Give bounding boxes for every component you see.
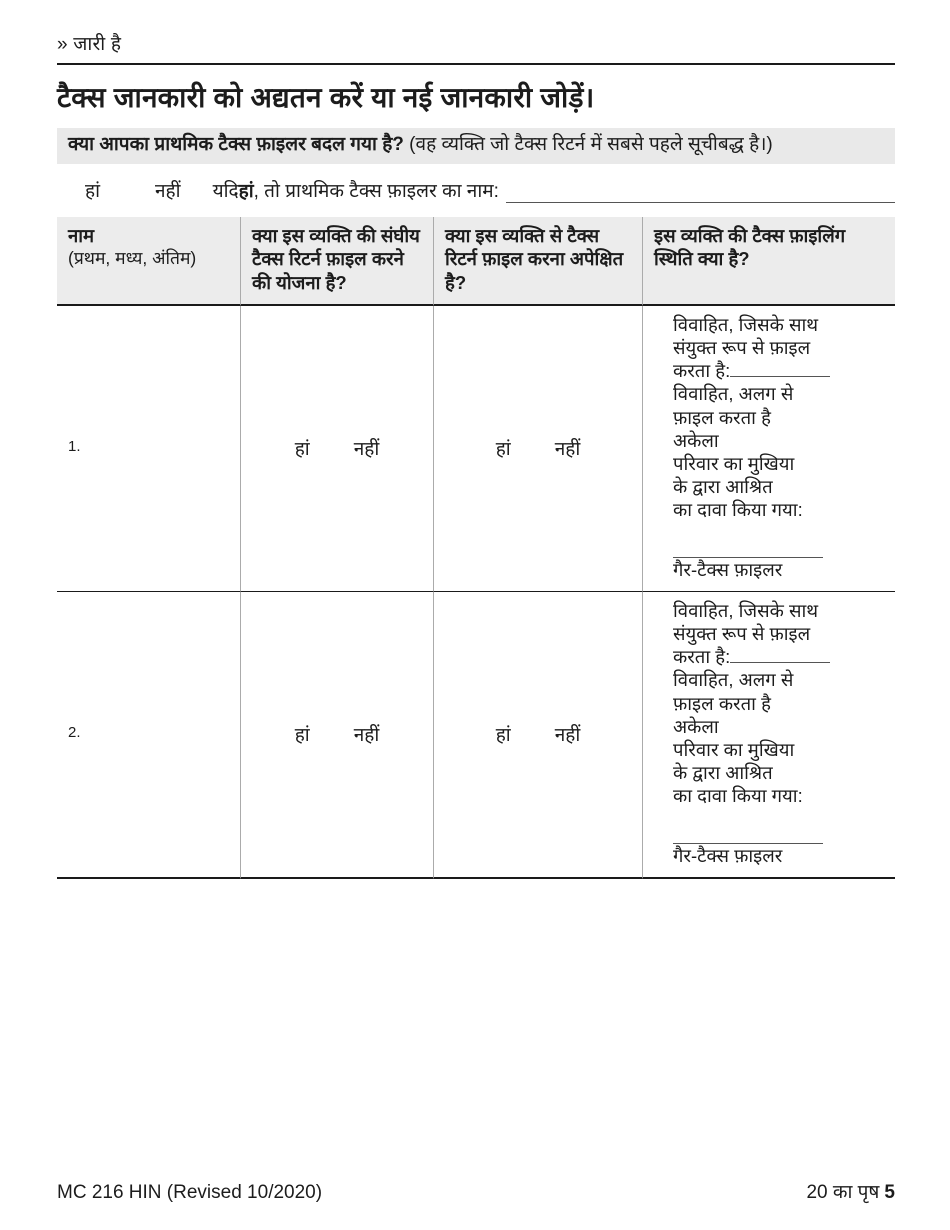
- column-header-name-title: नाम: [68, 224, 95, 246]
- status-married-joint-line3: करता है:: [673, 359, 885, 382]
- primary-filer-change-answer-row: हां नहीं यदि हां , तो प्राथमिक टैक्स फ़ा…: [57, 164, 895, 215]
- if-yes-prefix: यदि: [212, 180, 239, 202]
- primary-filer-yes-option[interactable]: हां: [85, 180, 101, 202]
- primary-filer-question-note: (वह व्यक्ति जो टैक्स रिटर्न में सबसे पहल…: [403, 134, 773, 155]
- status-married-joint-line2: संयुक्त रूप से फ़ाइल: [673, 622, 811, 644]
- status-head-of-household[interactable]: परिवार का मुखिया: [673, 452, 795, 474]
- header-rule: [57, 63, 895, 65]
- row-2-required-no-option[interactable]: नहीं: [554, 725, 581, 747]
- row-2-required-to-file-cell: हां नहीं: [433, 591, 642, 879]
- column-header-required-to-file: क्या इस व्यक्ति से टैक्स रिटर्न फ़ाइल कर…: [433, 216, 642, 306]
- status-dependent[interactable]: के द्वारा आश्रित: [673, 476, 773, 498]
- tax-filing-table: नाम (प्रथम, मध्य, अंतिम) क्या इस व्यक्ति…: [57, 216, 895, 879]
- continued-label: » जारी है: [57, 34, 122, 55]
- status-married-joint-line3: करता है:: [673, 645, 885, 668]
- row-1-plans-yes-option[interactable]: हां: [294, 439, 310, 461]
- page-footer: MC 216 HIN (Revised 10/2020) 20 का पृष 5: [57, 1178, 895, 1204]
- status-married-joint-label: करता है:: [673, 646, 731, 668]
- row-2-claimed-by-field[interactable]: [673, 830, 823, 844]
- row-1-required-to-file-cell: हां नहीं: [433, 305, 642, 592]
- status-married-separate[interactable]: विवाहित, अलग से: [673, 383, 794, 405]
- column-header-filing-status: इस व्यक्ति की टैक्स फ़ाइलिंग स्थिति क्या…: [642, 216, 895, 306]
- row-1-filing-status-cell: विवाहित, जिसके साथ संयुक्त रूप से फ़ाइल …: [642, 305, 895, 592]
- if-yes-suffix: , तो प्राथमिक टैक्स फ़ाइलर का नाम:: [253, 180, 499, 202]
- row-2-plans-yes-option[interactable]: हां: [294, 725, 310, 747]
- status-dependent-line2: का दावा किया गया:: [673, 785, 803, 807]
- footer-page-label: 20 का पृष: [806, 1182, 880, 1203]
- row-2-plans-no-option[interactable]: नहीं: [353, 725, 380, 747]
- status-dependent[interactable]: के द्वारा आश्रित: [673, 762, 773, 784]
- status-dependent-line2: का दावा किया गया:: [673, 499, 803, 521]
- status-married-joint[interactable]: विवाहित, जिसके साथ: [673, 599, 819, 621]
- primary-filer-question-bar: क्या आपका प्राथमिक टैक्स फ़ाइलर बदल गया …: [57, 128, 895, 164]
- status-married-separate-line2: फ़ाइल करता है: [673, 406, 771, 428]
- column-header-name: नाम (प्रथम, मध्य, अंतिम): [57, 216, 240, 306]
- row-2-filing-status-cell: विवाहित, जिसके साथ संयुक्त रूप से फ़ाइल …: [642, 591, 895, 879]
- row-1-claimed-by-field[interactable]: [673, 544, 823, 558]
- status-single[interactable]: अकेला: [673, 715, 719, 737]
- row-1-required-no-option[interactable]: नहीं: [554, 439, 581, 461]
- page-title: टैक्स जानकारी को अद्यतन करें या नई जानका…: [57, 82, 595, 113]
- footer-page-number: 5: [884, 1182, 895, 1203]
- row-2-spouse-name-field[interactable]: [730, 649, 831, 664]
- status-married-joint-line2: संयुक्त रूप से फ़ाइल: [673, 336, 811, 358]
- status-non-filer[interactable]: गैर-टैक्स फ़ाइलर: [673, 844, 783, 866]
- footer-form-number: MC 216 HIN (Revised 10/2020): [57, 1182, 323, 1203]
- if-yes-bold: हां: [238, 180, 254, 202]
- row-2-required-yes-option[interactable]: हां: [495, 725, 511, 747]
- row-2-number: 2.: [57, 592, 240, 879]
- status-head-of-household[interactable]: परिवार का मुखिया: [673, 738, 795, 760]
- status-single[interactable]: अकेला: [673, 429, 719, 451]
- footer-page-indicator: 20 का पृष 5: [806, 1178, 895, 1204]
- row-1-plans-no-option[interactable]: नहीं: [353, 439, 380, 461]
- status-married-joint-label: करता है:: [673, 360, 731, 382]
- row-1-plans-to-file-cell: हां नहीं: [240, 305, 433, 592]
- row-2-plans-to-file-cell: हां नहीं: [240, 591, 433, 879]
- row-1-spouse-name-field[interactable]: [730, 363, 831, 378]
- row-1-required-yes-option[interactable]: हां: [495, 439, 511, 461]
- status-married-separate[interactable]: विवाहित, अलग से: [673, 669, 794, 691]
- status-non-filer[interactable]: गैर-टैक्स फ़ाइलर: [673, 558, 783, 580]
- column-header-plans-to-file: क्या इस व्यक्ति की संघीय टैक्स रिटर्न फ़…: [240, 216, 433, 306]
- primary-filer-name-field[interactable]: [505, 183, 895, 203]
- primary-filer-no-option[interactable]: नहीं: [155, 180, 181, 202]
- status-married-separate-line2: फ़ाइल करता है: [673, 692, 771, 714]
- column-header-name-subtitle: (प्रथम, मध्य, अंतिम): [68, 248, 197, 269]
- status-married-joint[interactable]: विवाहित, जिसके साथ: [673, 313, 819, 335]
- row-1-number: 1.: [57, 306, 240, 592]
- primary-filer-question: क्या आपका प्राथमिक टैक्स फ़ाइलर बदल गया …: [68, 134, 404, 155]
